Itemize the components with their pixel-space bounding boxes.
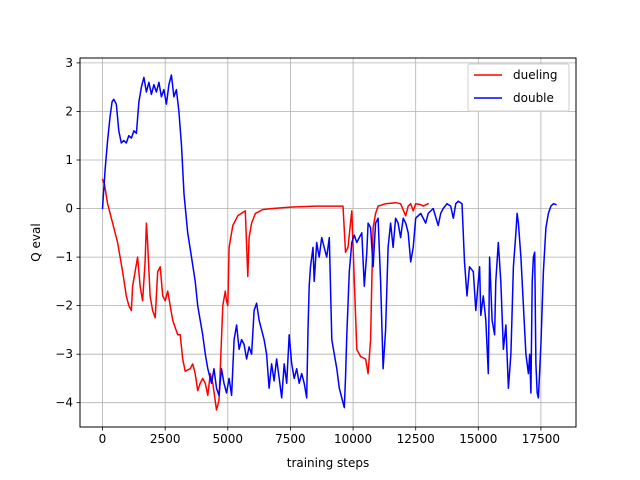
x-axis-label: training steps xyxy=(287,456,370,470)
grid xyxy=(80,58,576,427)
x-tick-label: 2500 xyxy=(150,432,181,446)
x-tick-label: 7500 xyxy=(275,432,306,446)
legend-label-double: double xyxy=(513,91,554,105)
y-tick-label: −2 xyxy=(55,299,73,313)
y-tick-label: 2 xyxy=(65,104,73,118)
series-line-double xyxy=(101,74,557,409)
x-tick-label: 0 xyxy=(99,432,107,446)
series-line-dueling xyxy=(101,178,429,411)
y-tick-label: 1 xyxy=(65,153,73,167)
y-tick-label: −4 xyxy=(55,396,73,410)
plot-frame xyxy=(79,57,577,428)
x-tick-label: 5000 xyxy=(213,432,244,446)
y-tick-label: −3 xyxy=(55,347,73,361)
x-tick-label: 12500 xyxy=(397,432,435,446)
x-tick-label: 15000 xyxy=(459,432,497,446)
y-axis: −4 −3 −2 −1 0 1 2 3 xyxy=(55,56,80,410)
x-tick-label: 10000 xyxy=(334,432,372,446)
legend-label-dueling: dueling xyxy=(513,68,558,82)
series-group xyxy=(101,74,557,411)
x-axis: 0 2500 5000 7500 10000 12500 15000 17500 xyxy=(99,427,560,446)
y-tick-label: 3 xyxy=(65,56,73,70)
y-tick-label: 0 xyxy=(65,202,73,216)
legend: dueling double xyxy=(467,63,570,112)
y-axis-label: Q eval xyxy=(29,223,43,261)
x-tick-label: 17500 xyxy=(522,432,560,446)
y-tick-label: −1 xyxy=(55,250,73,264)
